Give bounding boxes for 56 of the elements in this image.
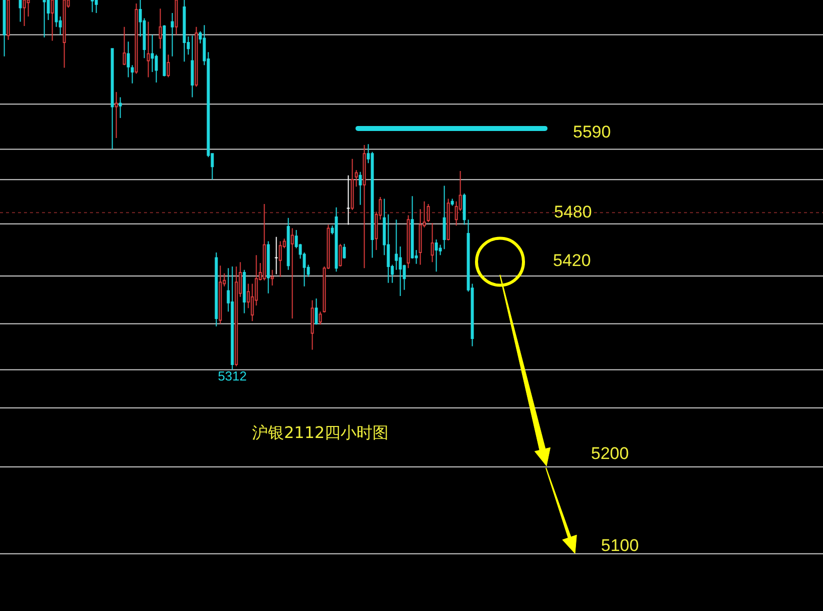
candlestick [166,54,170,78]
candlestick [2,0,6,57]
candlestick [270,269,274,286]
candlestick [134,2,138,74]
candlestick [182,0,186,62]
ref-line-label: 5200 [591,444,629,463]
candlestick [446,198,450,241]
candlestick [426,203,430,223]
candlestick [442,185,446,250]
candlestick [318,311,322,326]
candlestick [158,8,162,50]
candlestick [342,243,346,260]
candlestick [122,26,126,66]
candlestick [170,12,174,57]
annotation: 5312 [218,368,247,384]
ref-line-label: 5590 [573,122,611,142]
candlestick [310,300,314,350]
candlestick [234,266,238,367]
ref-line-label: 5420 [553,250,591,270]
candlestick [262,203,266,281]
ref-line-label: 5100 [601,536,639,556]
candlestick [290,228,294,320]
candlestick [214,252,218,327]
candlestick [450,198,454,206]
candlestick [266,240,270,294]
candlestick [114,91,118,138]
candlestick [42,0,46,38]
candlestick [334,206,338,272]
candlestick [146,21,150,78]
candlestick [278,240,282,278]
candlestick [346,174,350,226]
ref-line-label: 5480 [554,202,592,222]
candlestick [286,217,290,270]
candlestick [162,24,166,77]
candlestick [274,236,278,275]
text: 沪银2112四小时图 [252,423,389,442]
candlestick [242,269,246,314]
candlestick [338,243,342,267]
candlestick [118,96,122,119]
candlestick [230,266,234,370]
candlestick [94,0,98,14]
candlestick [354,170,358,188]
candlestick [406,214,410,269]
candlestick [90,0,94,13]
candlestick [314,298,318,326]
candlestick [430,222,434,263]
candlestick [434,239,438,272]
candlestick [362,144,366,269]
candlestick [462,193,466,226]
candlestick [18,0,22,22]
candlestick [218,265,222,324]
candlestick [110,48,114,150]
candlestick [350,158,354,211]
candlestick [194,26,198,88]
candlestick [358,171,362,206]
candlestick [190,35,194,98]
